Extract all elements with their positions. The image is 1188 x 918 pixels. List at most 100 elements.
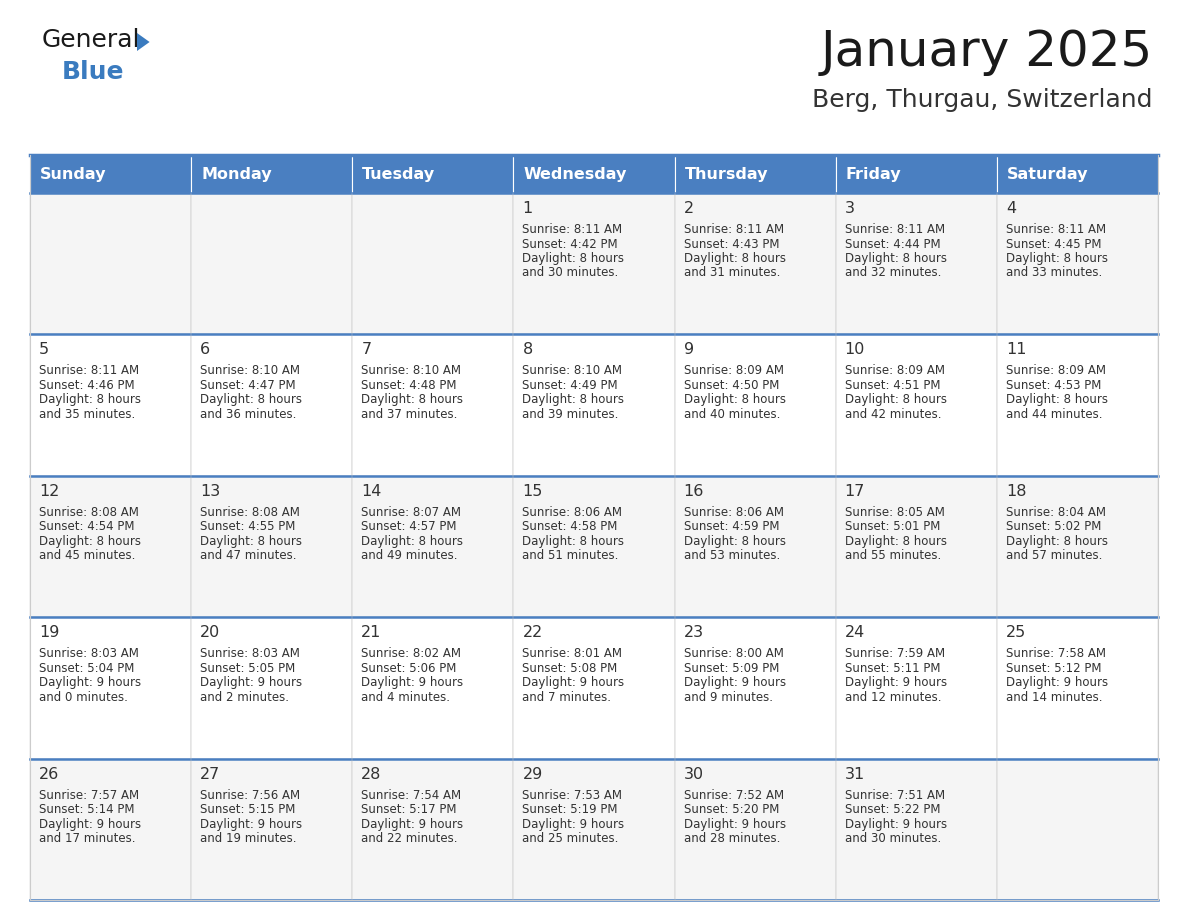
Text: Sunrise: 8:11 AM: Sunrise: 8:11 AM <box>39 364 139 377</box>
Text: Sunset: 4:50 PM: Sunset: 4:50 PM <box>683 379 779 392</box>
Text: General: General <box>42 28 140 52</box>
FancyBboxPatch shape <box>835 617 997 758</box>
FancyBboxPatch shape <box>30 193 191 334</box>
Text: Sunrise: 8:10 AM: Sunrise: 8:10 AM <box>200 364 301 377</box>
Text: 21: 21 <box>361 625 381 640</box>
Text: and 37 minutes.: and 37 minutes. <box>361 408 457 420</box>
Text: 2: 2 <box>683 201 694 216</box>
FancyBboxPatch shape <box>30 334 191 476</box>
Text: Sunrise: 8:10 AM: Sunrise: 8:10 AM <box>361 364 461 377</box>
FancyBboxPatch shape <box>513 193 675 334</box>
Text: 11: 11 <box>1006 342 1026 357</box>
Text: Sunset: 5:09 PM: Sunset: 5:09 PM <box>683 662 779 675</box>
Text: Sunday: Sunday <box>40 166 107 182</box>
FancyBboxPatch shape <box>191 476 353 617</box>
Text: 31: 31 <box>845 767 865 781</box>
Text: and 17 minutes.: and 17 minutes. <box>39 832 135 845</box>
Text: Sunrise: 8:11 AM: Sunrise: 8:11 AM <box>845 223 944 236</box>
Text: Friday: Friday <box>846 166 902 182</box>
Text: Sunrise: 7:57 AM: Sunrise: 7:57 AM <box>39 789 139 801</box>
FancyBboxPatch shape <box>191 155 353 193</box>
Text: and 9 minutes.: and 9 minutes. <box>683 690 772 704</box>
Text: and 57 minutes.: and 57 minutes. <box>1006 549 1102 563</box>
Text: Sunset: 4:58 PM: Sunset: 4:58 PM <box>523 521 618 533</box>
Text: 3: 3 <box>845 201 854 216</box>
Text: 16: 16 <box>683 484 704 498</box>
Text: Sunset: 5:12 PM: Sunset: 5:12 PM <box>1006 662 1101 675</box>
Text: Sunrise: 8:02 AM: Sunrise: 8:02 AM <box>361 647 461 660</box>
Text: 5: 5 <box>39 342 49 357</box>
Text: Tuesday: Tuesday <box>362 166 436 182</box>
Text: Sunset: 4:42 PM: Sunset: 4:42 PM <box>523 238 618 251</box>
Text: 24: 24 <box>845 625 865 640</box>
FancyBboxPatch shape <box>30 617 191 758</box>
Text: Sunrise: 7:52 AM: Sunrise: 7:52 AM <box>683 789 784 801</box>
Text: Sunset: 5:19 PM: Sunset: 5:19 PM <box>523 803 618 816</box>
Text: Daylight: 8 hours: Daylight: 8 hours <box>39 394 141 407</box>
Text: Sunrise: 8:06 AM: Sunrise: 8:06 AM <box>523 506 623 519</box>
Text: 6: 6 <box>200 342 210 357</box>
Text: Sunset: 5:14 PM: Sunset: 5:14 PM <box>39 803 134 816</box>
Text: Sunrise: 8:11 AM: Sunrise: 8:11 AM <box>523 223 623 236</box>
FancyBboxPatch shape <box>191 758 353 900</box>
Text: Sunset: 5:20 PM: Sunset: 5:20 PM <box>683 803 779 816</box>
Text: and 39 minutes.: and 39 minutes. <box>523 408 619 420</box>
FancyBboxPatch shape <box>353 758 513 900</box>
Text: Sunrise: 8:01 AM: Sunrise: 8:01 AM <box>523 647 623 660</box>
Text: Daylight: 9 hours: Daylight: 9 hours <box>39 677 141 689</box>
Text: Daylight: 8 hours: Daylight: 8 hours <box>523 394 625 407</box>
Text: Sunrise: 8:08 AM: Sunrise: 8:08 AM <box>39 506 139 519</box>
Text: 4: 4 <box>1006 201 1016 216</box>
Text: Sunrise: 8:09 AM: Sunrise: 8:09 AM <box>845 364 944 377</box>
FancyBboxPatch shape <box>835 758 997 900</box>
FancyBboxPatch shape <box>675 476 835 617</box>
Text: Daylight: 8 hours: Daylight: 8 hours <box>200 394 302 407</box>
Text: Sunset: 5:22 PM: Sunset: 5:22 PM <box>845 803 940 816</box>
Text: Sunrise: 7:59 AM: Sunrise: 7:59 AM <box>845 647 944 660</box>
Text: Daylight: 9 hours: Daylight: 9 hours <box>39 818 141 831</box>
Text: Daylight: 9 hours: Daylight: 9 hours <box>523 818 625 831</box>
Text: Saturday: Saturday <box>1007 166 1088 182</box>
FancyBboxPatch shape <box>997 334 1158 476</box>
Text: Sunset: 4:44 PM: Sunset: 4:44 PM <box>845 238 941 251</box>
Text: and 0 minutes.: and 0 minutes. <box>39 690 128 704</box>
Text: Sunset: 4:45 PM: Sunset: 4:45 PM <box>1006 238 1101 251</box>
Text: Sunrise: 8:00 AM: Sunrise: 8:00 AM <box>683 647 783 660</box>
FancyBboxPatch shape <box>675 334 835 476</box>
FancyBboxPatch shape <box>191 617 353 758</box>
Text: and 40 minutes.: and 40 minutes. <box>683 408 781 420</box>
Text: and 35 minutes.: and 35 minutes. <box>39 408 135 420</box>
Text: and 12 minutes.: and 12 minutes. <box>845 690 941 704</box>
Text: and 51 minutes.: and 51 minutes. <box>523 549 619 563</box>
FancyBboxPatch shape <box>675 193 835 334</box>
Text: and 25 minutes.: and 25 minutes. <box>523 832 619 845</box>
Text: and 7 minutes.: and 7 minutes. <box>523 690 612 704</box>
Text: Sunset: 4:47 PM: Sunset: 4:47 PM <box>200 379 296 392</box>
Text: Daylight: 9 hours: Daylight: 9 hours <box>683 818 785 831</box>
FancyBboxPatch shape <box>30 476 191 617</box>
Text: Daylight: 8 hours: Daylight: 8 hours <box>683 535 785 548</box>
Text: Daylight: 8 hours: Daylight: 8 hours <box>683 394 785 407</box>
Text: Sunset: 4:49 PM: Sunset: 4:49 PM <box>523 379 618 392</box>
Text: Sunset: 5:02 PM: Sunset: 5:02 PM <box>1006 521 1101 533</box>
Text: Sunset: 5:08 PM: Sunset: 5:08 PM <box>523 662 618 675</box>
FancyBboxPatch shape <box>513 476 675 617</box>
Text: 10: 10 <box>845 342 865 357</box>
Text: 28: 28 <box>361 767 381 781</box>
FancyBboxPatch shape <box>353 193 513 334</box>
FancyBboxPatch shape <box>30 758 191 900</box>
Text: Sunrise: 8:05 AM: Sunrise: 8:05 AM <box>845 506 944 519</box>
Text: 13: 13 <box>200 484 221 498</box>
Text: Sunset: 4:43 PM: Sunset: 4:43 PM <box>683 238 779 251</box>
Text: Sunrise: 7:51 AM: Sunrise: 7:51 AM <box>845 789 944 801</box>
Text: Sunrise: 8:06 AM: Sunrise: 8:06 AM <box>683 506 784 519</box>
Text: and 22 minutes.: and 22 minutes. <box>361 832 457 845</box>
Text: Sunrise: 8:03 AM: Sunrise: 8:03 AM <box>200 647 301 660</box>
Text: 1: 1 <box>523 201 532 216</box>
Text: 15: 15 <box>523 484 543 498</box>
Text: 30: 30 <box>683 767 703 781</box>
Text: Sunrise: 8:07 AM: Sunrise: 8:07 AM <box>361 506 461 519</box>
Text: Daylight: 8 hours: Daylight: 8 hours <box>845 252 947 265</box>
FancyBboxPatch shape <box>675 617 835 758</box>
Text: Sunset: 5:17 PM: Sunset: 5:17 PM <box>361 803 456 816</box>
